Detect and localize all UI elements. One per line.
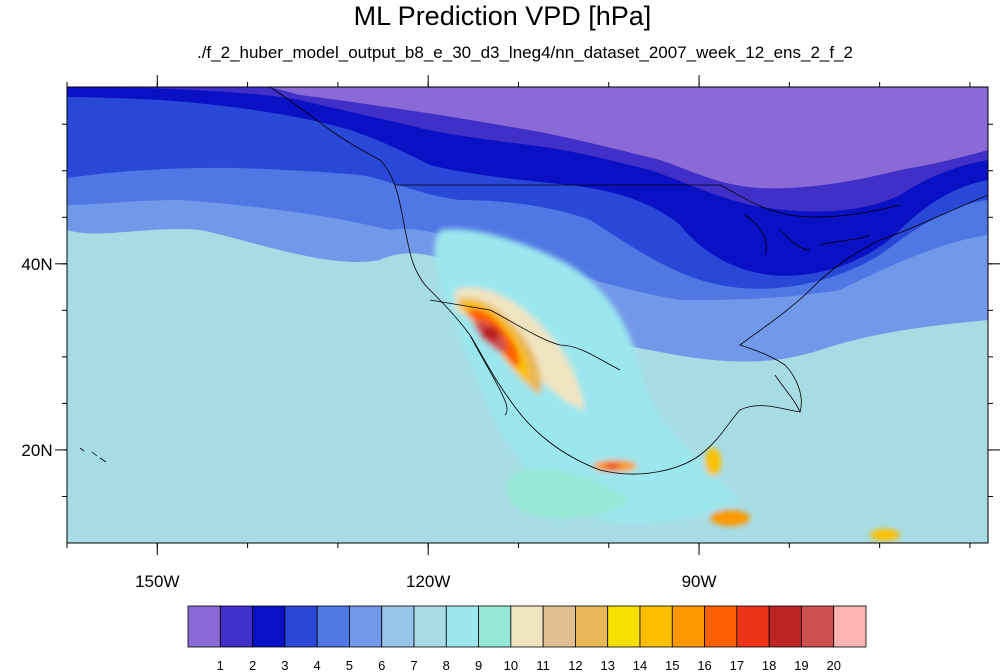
field-level-10: [506, 469, 630, 519]
colorbar-label: 8: [443, 658, 450, 672]
colorbar-label: 4: [314, 658, 321, 672]
hawaii: [79, 447, 107, 463]
field-hotspot-central-america: [710, 510, 750, 526]
map-subtitle: ./f_2_huber_model_output_b8_e_30_d3_lneg…: [196, 43, 854, 62]
colorbar-swatch: [768, 605, 802, 648]
colorbar-swatch: [833, 605, 867, 648]
border-us-mexico: [429, 299, 621, 371]
colorbar-swatch: [316, 605, 350, 648]
dry-region-layers: [434, 229, 900, 541]
florida: [774, 374, 801, 413]
colorbar-label: 12: [568, 658, 582, 672]
great-lakes: [744, 214, 871, 256]
colorbar-label: 10: [504, 658, 518, 672]
colorbar-label: 5: [346, 658, 353, 672]
colorbar-swatch: [252, 605, 286, 648]
x-tick-label: 150W: [135, 572, 179, 591]
field-hotspot-south-mexico-core: [604, 463, 620, 469]
colorbar-swatch: [478, 605, 512, 648]
colorbar-label: 20: [826, 658, 840, 672]
colorbar-label: 9: [475, 658, 482, 672]
colorbar-label: 15: [665, 658, 679, 672]
colorbar-label: 18: [762, 658, 776, 672]
y-tick-label: 20N: [21, 441, 52, 460]
colorbar-label: 16: [697, 658, 711, 672]
map-title: ML Prediction VPD [hPa]: [353, 1, 652, 31]
colorbar-swatch: [284, 605, 318, 648]
colorbar-label: 2: [249, 658, 256, 672]
colorbar-swatch: [413, 605, 447, 648]
colorbar-swatch: [736, 605, 770, 648]
y-tick-label: 40N: [21, 255, 52, 274]
colorbar: [187, 605, 867, 648]
colorbar-swatch: [445, 605, 479, 648]
colorbar-swatch: [607, 605, 641, 648]
map-frame: [66, 86, 989, 544]
axis-ticks: [55, 75, 1000, 555]
colorbar-label: 13: [600, 658, 614, 672]
colorbar-label: 6: [378, 658, 385, 672]
colorbar-swatch: [671, 605, 705, 648]
colorbar-label: 19: [794, 658, 808, 672]
colorbar-swatch: [575, 605, 609, 648]
coastlines: [79, 87, 988, 475]
x-tick-label: 120W: [406, 572, 450, 591]
x-tick-label: 90W: [682, 572, 717, 591]
colorbar-swatch: [510, 605, 544, 648]
field-hotspot-southeast: [870, 529, 900, 541]
field-band-level-1: [270, 87, 988, 189]
colorbar-label: 11: [536, 658, 550, 672]
colorbar-swatch: [801, 605, 835, 648]
field-hotspot-gulf: [705, 448, 721, 476]
colorbar-label: 7: [410, 658, 417, 672]
colorbar-label: 3: [281, 658, 288, 672]
coastline-north-america: [269, 87, 988, 475]
colorbar-label: 17: [730, 658, 744, 672]
map-panel: [67, 87, 988, 543]
colorbar-swatch: [219, 605, 253, 648]
border-us-canada: [395, 184, 901, 218]
colorbar-labels: 1 2 3 4 5 6 7 8 9 10 11 12 13 14 15 16 17 18 19 20: [217, 658, 841, 672]
colorbar-swatch: [542, 605, 576, 648]
axis-tick-labels: 150W 120W 90W 40N 20N: [21, 255, 716, 591]
colorbar-label: 14: [633, 658, 647, 672]
colorbar-label: 1: [217, 658, 224, 672]
colorbar-swatch: [704, 605, 738, 648]
coastline-baja: [469, 334, 508, 416]
colorbar-swatch: [349, 605, 383, 648]
colorbar-swatch: [381, 605, 415, 648]
colorbar-swatch: [187, 605, 221, 648]
field-level-19-peak: [480, 326, 500, 342]
colorbar-swatch: [639, 605, 673, 648]
